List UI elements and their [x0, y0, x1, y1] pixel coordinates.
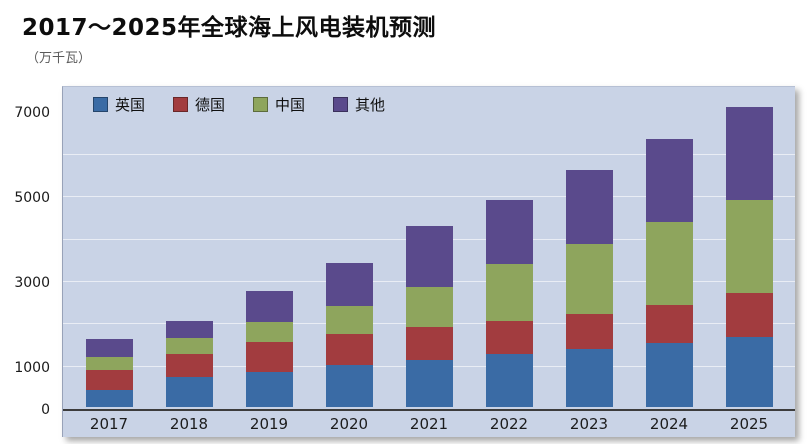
legend-item: 其他	[333, 94, 385, 115]
bar-2018	[165, 321, 213, 407]
bar-2019	[245, 291, 293, 407]
bars-container	[63, 87, 795, 407]
legend-item: 中国	[253, 94, 305, 115]
bar-segment-中国-2019	[245, 322, 293, 342]
legend-swatch	[173, 97, 189, 112]
y-tick-label: 7000	[14, 105, 50, 121]
bar-segment-其他-2019	[245, 291, 293, 322]
x-tick-label: 2023	[569, 415, 609, 433]
bar-segment-中国-2017	[85, 357, 133, 370]
bar-segment-德国-2021	[405, 327, 453, 360]
x-tick-label: 2025	[729, 415, 769, 433]
bar-segment-中国-2022	[485, 264, 533, 321]
bar-2024	[645, 139, 693, 407]
bar-segment-英国-2018	[165, 377, 213, 407]
bar-2020	[325, 263, 373, 407]
x-tick-label: 2024	[649, 415, 689, 433]
bar-2023	[565, 170, 613, 407]
legend-item: 英国	[93, 94, 145, 115]
bar-segment-德国-2022	[485, 321, 533, 354]
bar-segment-其他-2018	[165, 321, 213, 338]
bar-segment-德国-2019	[245, 342, 293, 372]
gridline	[63, 196, 795, 197]
bar-segment-中国-2024	[645, 222, 693, 305]
bar-segment-其他-2024	[645, 139, 693, 222]
legend-label: 德国	[195, 96, 226, 114]
axis-unit-label: （万千瓦）	[26, 51, 92, 66]
legend-swatch	[253, 97, 269, 112]
bar-segment-英国-2022	[485, 354, 533, 407]
bar-segment-英国-2025	[725, 337, 773, 407]
bar-segment-英国-2020	[325, 365, 373, 407]
bar-segment-中国-2018	[165, 338, 213, 354]
bar-segment-德国-2023	[565, 314, 613, 349]
bar-2025	[725, 107, 773, 407]
bar-segment-中国-2020	[325, 306, 373, 334]
bar-segment-德国-2017	[85, 370, 133, 390]
bar-segment-其他-2020	[325, 263, 373, 306]
x-tick-label: 2019	[249, 415, 289, 433]
bar-segment-其他-2021	[405, 226, 453, 287]
legend-label: 其他	[355, 96, 386, 114]
bar-segment-德国-2018	[165, 354, 213, 377]
bar-2022	[485, 200, 533, 407]
bar-segment-其他-2025	[725, 107, 773, 200]
page-title: 2017～2025年全球海上风电装机预测	[22, 15, 437, 41]
x-tick-label: 2021	[409, 415, 449, 433]
y-axis-labels: 0 1000 3000 5000 7000	[0, 86, 58, 418]
bar-segment-德国-2020	[325, 334, 373, 365]
y-tick-label: 5000	[14, 190, 50, 206]
x-tick-label: 2017	[89, 415, 129, 433]
bar-segment-其他-2023	[565, 170, 613, 244]
x-tick-label: 2020	[329, 415, 369, 433]
legend-item: 德国	[173, 94, 225, 115]
legend-swatch	[333, 97, 349, 112]
legend-label: 中国	[275, 96, 306, 114]
bar-2021	[405, 226, 453, 407]
bar-segment-其他-2022	[485, 200, 533, 264]
y-tick-label: 0	[41, 402, 50, 418]
x-tick-label: 2022	[489, 415, 529, 433]
chart-area: 英国 德国 中国 其他 2017 2018 2019 2020 2021 2022 2023 202…	[62, 86, 795, 437]
chart-legend: 英国 德国 中国 其他	[93, 94, 385, 115]
plot-area: 英国 德国 中国 其他	[63, 87, 795, 411]
x-axis-labels: 2017 2018 2019 2020 2021 2022 2023 2024 2025	[63, 411, 795, 437]
bar-segment-德国-2024	[645, 305, 693, 343]
legend-label: 英国	[115, 96, 146, 114]
x-tick-label: 2018	[169, 415, 209, 433]
bar-segment-英国-2017	[85, 390, 133, 407]
legend-swatch	[93, 97, 108, 112]
bar-segment-德国-2025	[725, 293, 773, 337]
bar-2017	[85, 339, 133, 407]
bar-segment-中国-2023	[565, 244, 613, 314]
y-tick-label: 1000	[14, 360, 50, 376]
y-tick-label: 3000	[14, 275, 50, 291]
gridline	[63, 154, 795, 155]
bar-segment-中国-2025	[725, 200, 773, 293]
bar-segment-其他-2017	[85, 339, 133, 357]
bar-segment-中国-2021	[405, 287, 453, 327]
bar-segment-英国-2019	[245, 372, 293, 407]
bar-segment-英国-2024	[645, 343, 693, 407]
bar-segment-英国-2023	[565, 349, 613, 407]
bar-segment-英国-2021	[405, 360, 453, 407]
